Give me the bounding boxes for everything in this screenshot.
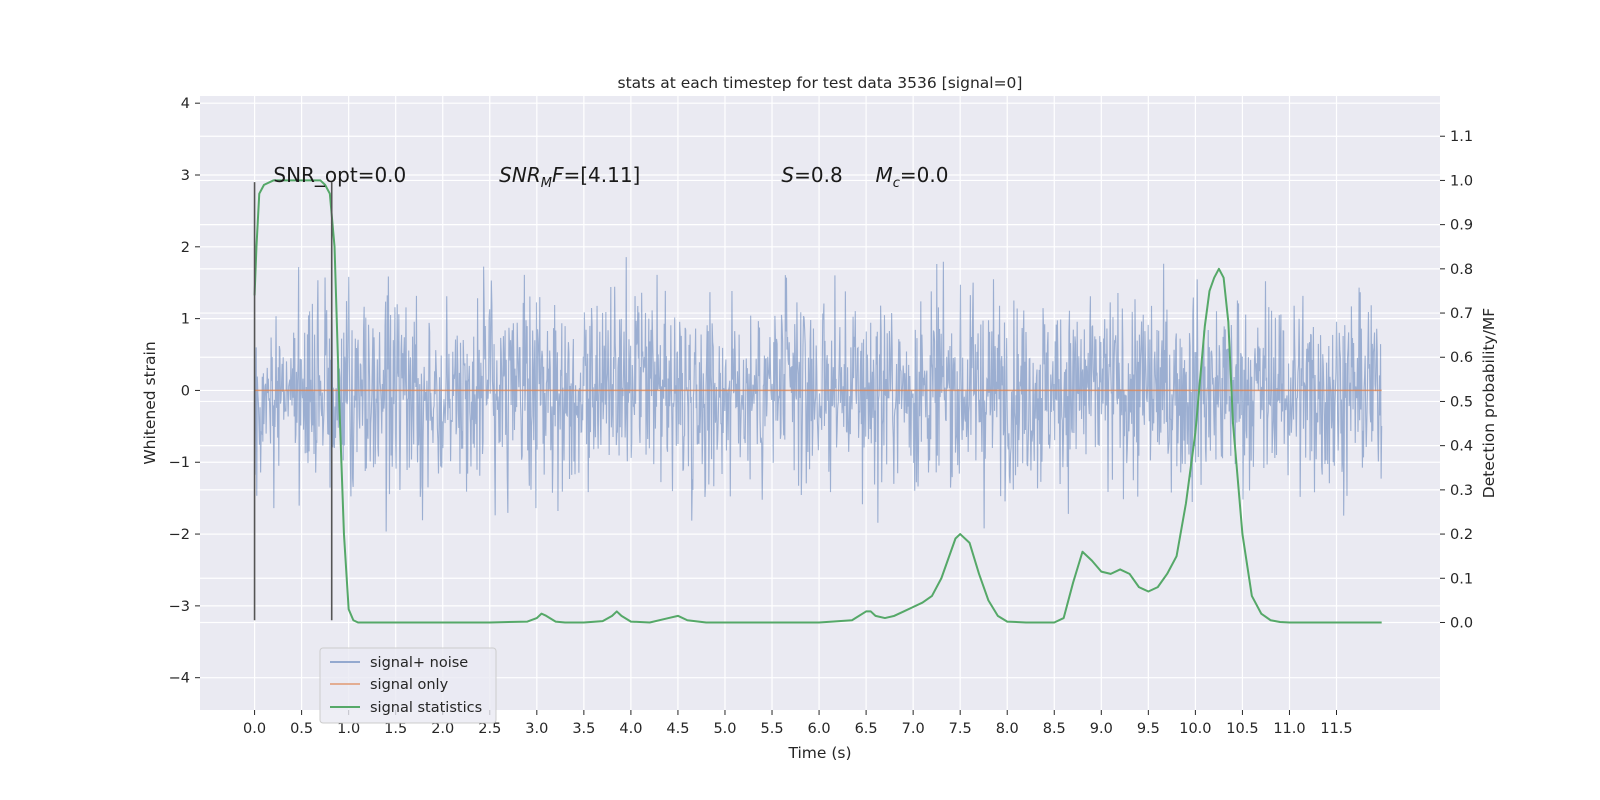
y-right-tick-label-3: 0.3	[1450, 483, 1473, 499]
legend: signal+ noise signal only signal statist…	[319, 647, 497, 724]
x-tick-label-11: 5.5	[760, 721, 783, 737]
y-right-tick-label-4: 0.4	[1450, 439, 1473, 455]
x-tick-label-17: 8.5	[1043, 721, 1066, 737]
signal-statistics-series	[253, 179, 1382, 624]
y-left-tick-label-0: −4	[169, 671, 190, 687]
x-tick-label-9: 4.5	[666, 721, 689, 737]
legend-label-signal-statistics: signal statistics	[370, 700, 482, 716]
chart-title: stats at each timestep for test data 353…	[618, 74, 1023, 92]
y-left-tick-label-1: −3	[169, 599, 190, 615]
y-axis-label-left: Whitened strain	[141, 341, 159, 464]
x-tick-label-5: 2.5	[478, 721, 501, 737]
x-axis-label: Time (s)	[787, 744, 851, 762]
x-tick-label-3: 1.5	[384, 721, 407, 737]
y-right-tick-label-7: 0.7	[1450, 306, 1473, 322]
x-tick-label-12: 6.0	[808, 721, 831, 737]
x-tick-label-10: 5.0	[713, 721, 736, 737]
y-left-tick-label-5: 1	[181, 312, 190, 328]
x-tick-label-16: 8.0	[996, 721, 1019, 737]
x-tick-label-1: 0.5	[290, 721, 313, 737]
y-right-tick-label-6: 0.6	[1450, 350, 1473, 366]
y-axis-left-ticks: −4 −3 −2 −1 0 1 2 3 4	[169, 96, 200, 687]
y-left-tick-label-6: 2	[181, 240, 190, 256]
y-right-tick-label-10: 1.0	[1450, 173, 1473, 189]
signal-statistics-line	[253, 179, 1382, 624]
y-left-tick-label-2: −2	[169, 527, 190, 543]
y-right-tick-label-11: 1.1	[1450, 129, 1473, 145]
y-left-tick-label-4: 0	[181, 383, 190, 399]
y-right-tick-label-0: 0.0	[1450, 615, 1473, 631]
x-tick-label-19: 9.5	[1137, 721, 1160, 737]
annotation-3: Mc=0.0	[876, 163, 949, 191]
x-tick-label-21: 10.5	[1226, 721, 1258, 737]
x-tick-label-15: 7.5	[949, 721, 972, 737]
y-axis-right-ticks: 0.0 0.1 0.2 0.3 0.4 0.5 0.6 0.7 0.8 0.9 1.0 1.1	[1440, 129, 1473, 631]
legend-label-signal-only: signal only	[370, 677, 449, 693]
x-tick-label-2: 1.0	[337, 721, 360, 737]
y-right-tick-label-1: 0.1	[1450, 571, 1473, 587]
x-tick-label-13: 6.5	[855, 721, 878, 737]
x-tick-label-7: 3.5	[572, 721, 595, 737]
y-axis-label-right: Detection probability/MF	[1480, 308, 1498, 499]
annotation-0: SNR_opt=0.0	[273, 163, 406, 187]
signal-noise-series	[254, 257, 1383, 532]
y-right-tick-label-9: 0.9	[1450, 218, 1473, 234]
annotation-1: SNRMF=[4.11]	[499, 163, 640, 191]
y-right-tick-label-8: 0.8	[1450, 262, 1473, 278]
x-tick-label-8: 4.0	[619, 721, 642, 737]
y-right-tick-label-5: 0.5	[1450, 394, 1473, 410]
x-tick-label-4: 2.0	[431, 721, 454, 737]
annotations: SNR_opt=0.0 SNRMF=[4.11] S=0.8 Mc=0.0	[273, 163, 948, 191]
x-tick-label-14: 7.0	[902, 721, 925, 737]
x-tick-label-22: 11.0	[1273, 721, 1305, 737]
y-left-tick-label-3: −1	[169, 455, 190, 471]
x-tick-label-18: 9.0	[1090, 721, 1113, 737]
x-tick-label-20: 10.0	[1179, 721, 1211, 737]
x-axis-ticks: 0.0 0.5 1.0 1.5 2.0 2.5 3.0 3.5 4.0 4.5 5.0 5.5 6.0 6…	[243, 710, 1353, 737]
signal-noise-line	[254, 257, 1383, 532]
marker-lines	[253, 182, 333, 621]
y-left-tick-label-8: 4	[181, 96, 190, 112]
y-right-tick-label-2: 0.2	[1450, 527, 1473, 543]
y-left-tick-label-7: 3	[181, 168, 190, 184]
x-tick-label-0: 0.0	[243, 721, 266, 737]
legend-label-signal-noise: signal+ noise	[370, 655, 468, 671]
x-tick-label-23: 11.5	[1320, 721, 1352, 737]
legend-box	[319, 647, 497, 724]
x-tick-label-6: 3.0	[525, 721, 548, 737]
annotation-2: S=0.8	[781, 163, 842, 187]
